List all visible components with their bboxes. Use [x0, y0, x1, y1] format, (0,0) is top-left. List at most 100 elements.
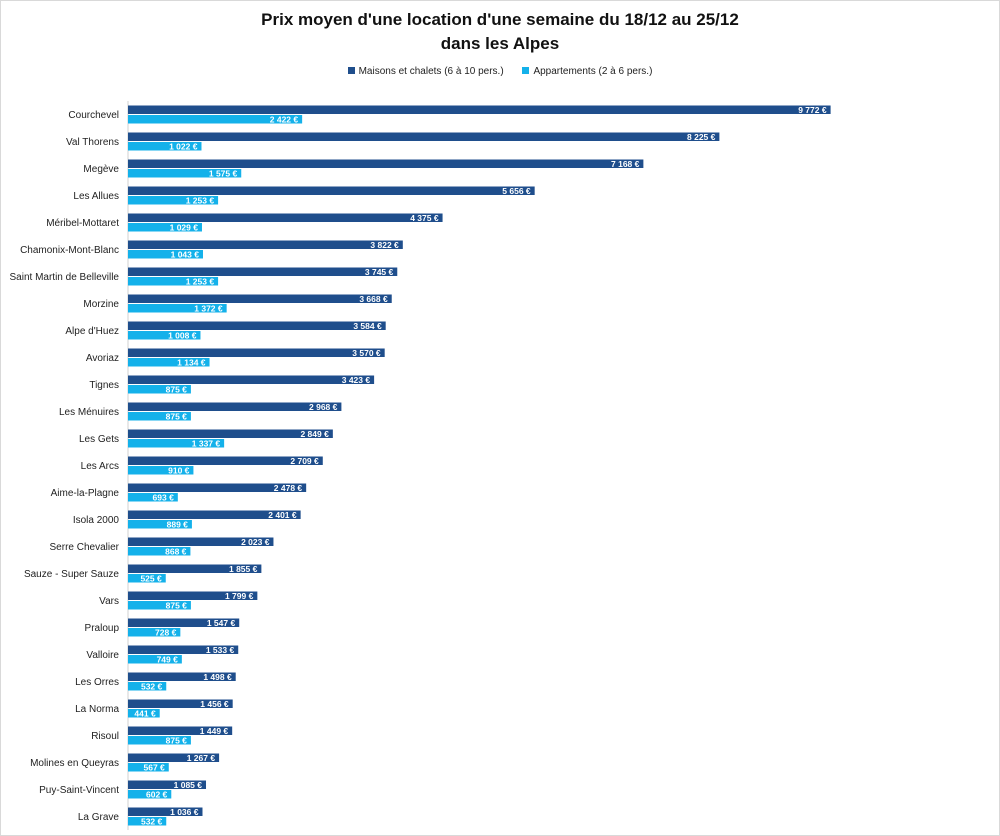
- data-label-houses: 2 709 €: [290, 456, 319, 466]
- bar-apartments: [128, 385, 191, 394]
- data-label-apartments: 889 €: [167, 519, 189, 529]
- category-label: Aime-la-Plagne: [51, 488, 120, 499]
- bar-houses: [128, 375, 375, 384]
- data-label-houses: 2 401 €: [268, 510, 297, 520]
- chart-title-line2: dans les Alpes: [440, 34, 560, 53]
- bar-houses: [128, 645, 239, 654]
- bar-houses: [128, 240, 403, 249]
- bar-houses: [128, 267, 398, 276]
- bar-apartments: [128, 439, 225, 448]
- bar-houses: [128, 726, 233, 735]
- category-label: Morzine: [83, 299, 119, 310]
- data-label-apartments: 602 €: [146, 789, 168, 799]
- category-label: Molines en Queyras: [30, 758, 119, 769]
- data-label-houses: 4 375 €: [410, 213, 439, 223]
- legend-item-houses: Maisons et chalets (6 à 10 pers.): [347, 66, 504, 77]
- data-label-houses: 1 449 €: [200, 726, 229, 736]
- data-label-apartments: 1 008 €: [168, 330, 197, 340]
- bar-houses: [128, 699, 233, 708]
- bar-apartments: [128, 169, 242, 178]
- legend-label-houses: Maisons et chalets (6 à 10 pers.): [358, 66, 504, 77]
- data-label-apartments: 875 €: [166, 600, 188, 610]
- bar-apartments: [128, 709, 160, 718]
- bar-houses: [128, 564, 262, 573]
- bar-apartments: [128, 223, 202, 232]
- chart-title: Prix moyen d'une location d'une semaine …: [0, 8, 1000, 56]
- data-label-houses: 1 799 €: [225, 591, 254, 601]
- category-label: Les Orres: [75, 677, 119, 688]
- bar-apartments: [128, 682, 167, 691]
- bar-apartments: [128, 304, 227, 313]
- bar-apartments: [128, 142, 202, 151]
- bar-apartments: [128, 250, 203, 259]
- category-label: Serre Chevalier: [50, 542, 120, 553]
- bar-apartments: [128, 763, 169, 772]
- data-label-houses: 1 267 €: [187, 753, 216, 763]
- category-label: Puy-Saint-Vincent: [39, 785, 119, 796]
- data-label-houses: 3 584 €: [353, 321, 382, 331]
- category-label: Les Allues: [73, 191, 119, 202]
- bar-apartments: [128, 790, 172, 799]
- data-label-houses: 3 745 €: [365, 267, 394, 277]
- data-label-apartments: 2 422 €: [270, 114, 299, 124]
- data-label-houses: 1 547 €: [207, 618, 236, 628]
- data-label-apartments: 532 €: [141, 816, 163, 826]
- data-label-houses: 5 656 €: [502, 186, 531, 196]
- data-label-houses: 2 968 €: [309, 402, 338, 412]
- data-label-apartments: 728 €: [155, 627, 177, 637]
- data-label-houses: 1 036 €: [170, 807, 199, 817]
- bar-apartments: [128, 358, 210, 367]
- bar-houses: [128, 753, 220, 762]
- legend-item-apartments: Appartements (2 à 6 pers.): [522, 66, 652, 77]
- data-label-apartments: 1 029 €: [170, 222, 199, 232]
- bar-apartments: [128, 601, 191, 610]
- chart-title-line1: Prix moyen d'une location d'une semaine …: [261, 10, 739, 29]
- data-label-apartments: 525 €: [140, 573, 162, 583]
- bar-apartments: [128, 277, 219, 286]
- bar-apartments: [128, 412, 191, 421]
- bar-apartments: [128, 493, 178, 502]
- data-label-apartments: 1 022 €: [169, 141, 198, 151]
- bar-apartments: [128, 547, 191, 556]
- category-label: Isola 2000: [73, 515, 120, 526]
- category-label: Les Arcs: [81, 461, 119, 472]
- bar-apartments: [128, 331, 201, 340]
- data-label-apartments: 1 134 €: [177, 357, 206, 367]
- data-label-apartments: 1 043 €: [171, 249, 200, 259]
- category-label: Risoul: [91, 731, 119, 742]
- data-label-apartments: 875 €: [166, 384, 188, 394]
- bar-houses: [128, 429, 333, 438]
- bar-houses: [128, 132, 720, 141]
- bar-apartments: [128, 466, 194, 475]
- bar-houses: [128, 321, 386, 330]
- data-label-houses: 1 498 €: [203, 672, 232, 682]
- bar-houses: [128, 591, 258, 600]
- data-label-houses: 3 570 €: [352, 348, 381, 358]
- bar-houses: [128, 213, 443, 222]
- data-label-apartments: 1 372 €: [194, 303, 223, 313]
- bar-houses: [128, 807, 203, 816]
- chart-legend: Maisons et chalets (6 à 10 pers.) Appart…: [0, 66, 1000, 77]
- category-label: Les Gets: [79, 434, 119, 445]
- data-label-apartments: 441 €: [134, 708, 156, 718]
- category-label: La Norma: [75, 704, 119, 715]
- bar-houses: [128, 186, 535, 195]
- bar-apartments: [128, 655, 182, 664]
- category-label: Tignes: [89, 380, 119, 391]
- data-label-houses: 3 668 €: [359, 294, 388, 304]
- data-label-houses: 2 849 €: [300, 429, 329, 439]
- bar-apartments: [128, 196, 219, 205]
- data-label-apartments: 868 €: [165, 546, 187, 556]
- category-label: Les Ménuires: [59, 407, 119, 418]
- bar-houses: [128, 537, 274, 546]
- bar-houses: [128, 159, 644, 168]
- bar-houses: [128, 510, 301, 519]
- data-label-houses: 3 822 €: [370, 240, 399, 250]
- data-label-apartments: 1 575 €: [209, 168, 238, 178]
- data-label-houses: 9 772 €: [798, 105, 827, 115]
- data-label-apartments: 875 €: [166, 411, 188, 421]
- bar-apartments: [128, 736, 191, 745]
- data-label-houses: 1 085 €: [174, 780, 203, 790]
- data-label-apartments: 875 €: [166, 735, 188, 745]
